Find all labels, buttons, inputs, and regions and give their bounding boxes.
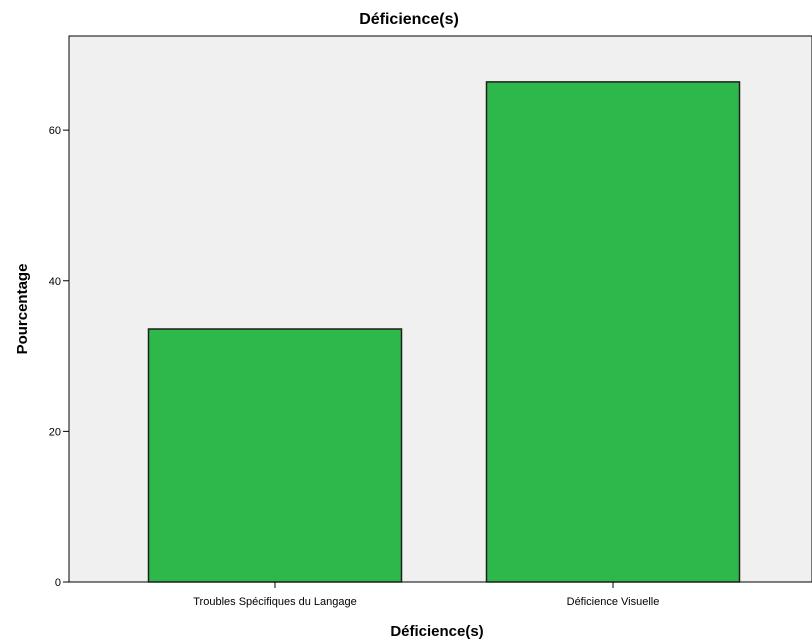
bar-1 <box>485 81 741 583</box>
x-axis-label: Déficience(s) <box>390 623 483 640</box>
y-tick-label-3: 60 <box>49 125 61 137</box>
y-tick-label-1: 20 <box>49 426 61 438</box>
bar-0 <box>147 328 403 583</box>
y-tick-label-2: 40 <box>49 276 61 288</box>
chart-title: Déficience(s) <box>359 11 459 28</box>
x-tick-label-0: Troubles Spécifiques du Langage <box>193 596 357 608</box>
y-axis-label: Pourcentage <box>14 264 31 355</box>
x-axis: Troubles Spécifiques du Langage Déficienc… <box>193 582 659 608</box>
x-tick-label-1: Déficience Visuelle <box>567 596 660 608</box>
y-axis: 0 20 40 60 <box>49 125 69 589</box>
y-tick-label-0: 0 <box>55 577 61 589</box>
